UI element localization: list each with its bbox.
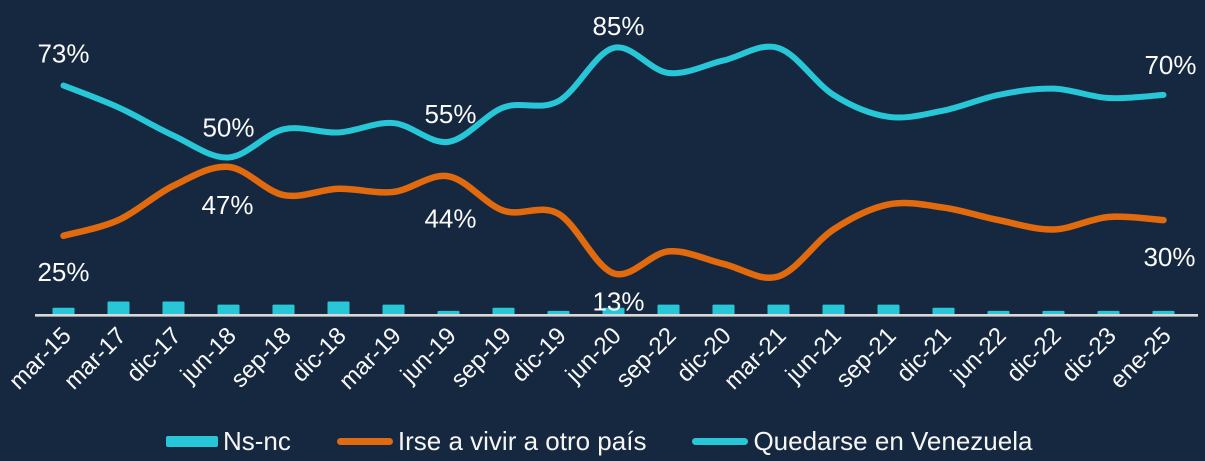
nsnc-bar[interactable] — [932, 307, 955, 315]
irse-line-swatch-icon — [336, 437, 393, 445]
x-tick-label: dic-22 — [1001, 322, 1066, 387]
quedarse-line[interactable] — [60, 43, 1167, 161]
x-tick-label: sep-22 — [611, 322, 682, 393]
data-label: 13% — [592, 286, 644, 316]
data-label: 70% — [1144, 50, 1196, 80]
x-tick-label: sep-19 — [446, 322, 517, 393]
nsnc-bar[interactable] — [1152, 310, 1175, 315]
nsnc-bar[interactable] — [272, 304, 295, 315]
data-label: 47% — [201, 190, 253, 220]
nsnc-bar[interactable] — [547, 310, 570, 315]
data-label: 25% — [37, 257, 89, 287]
x-tick-label: mar-17 — [59, 322, 132, 395]
x-tick-label: mar-19 — [334, 322, 407, 395]
nsnc-bar[interactable] — [1097, 310, 1120, 315]
data-label: 30% — [1143, 242, 1195, 272]
data-label: 44% — [424, 203, 476, 233]
legend: Ns-nc Irse a vivir a otro país Quedarse … — [166, 428, 1032, 454]
nsnc-bar[interactable] — [107, 301, 130, 315]
nsnc-bar[interactable] — [327, 301, 350, 315]
x-tick-label: sep-18 — [226, 322, 297, 393]
nsnc-bar[interactable] — [657, 304, 680, 315]
nsnc-bar[interactable] — [822, 304, 845, 315]
nsnc-bar[interactable] — [217, 304, 240, 315]
legend-item-quedarse[interactable]: Quedarse en Venezuela — [692, 428, 1032, 454]
legend-label-nsnc: Ns-nc — [223, 426, 291, 456]
data-label: 85% — [592, 11, 644, 41]
nsnc-bar[interactable] — [767, 304, 790, 315]
nsnc-bar[interactable] — [437, 310, 460, 315]
nsnc-bar[interactable] — [162, 301, 185, 315]
nsnc-bar[interactable] — [602, 307, 625, 315]
nsnc-bar-swatch-icon — [166, 435, 218, 447]
legend-item-nsnc[interactable]: Ns-nc — [166, 428, 291, 454]
legend-label-quedarse: Quedarse en Venezuela — [753, 426, 1033, 456]
nsnc-bar[interactable] — [712, 304, 735, 315]
x-tick-label: ene-25 — [1105, 322, 1177, 394]
quedarse-line-swatch-icon — [692, 437, 749, 445]
nsnc-bar[interactable] — [492, 307, 515, 315]
data-label: 73% — [37, 39, 89, 69]
x-tick-label: dic-21 — [891, 322, 956, 387]
data-label: 55% — [424, 99, 476, 129]
data-label: 50% — [202, 113, 254, 143]
x-tick-label: sep-21 — [831, 322, 902, 393]
x-tick-label: mar-21 — [719, 322, 792, 395]
x-tick-label: dic-19 — [506, 322, 571, 387]
x-tick-label: dic-17 — [121, 322, 186, 387]
nsnc-bar[interactable] — [877, 304, 900, 315]
x-tick-label: jun-22 — [945, 322, 1012, 389]
nsnc-bar[interactable] — [987, 310, 1010, 315]
nsnc-bar[interactable] — [52, 307, 75, 315]
irse-line[interactable] — [60, 163, 1167, 281]
legend-item-irse[interactable]: Irse a vivir a otro país — [336, 426, 647, 456]
legend-label-irse: Irse a vivir a otro país — [397, 426, 647, 456]
nsnc-bar[interactable] — [382, 304, 405, 315]
nsnc-bar[interactable] — [1042, 310, 1065, 315]
